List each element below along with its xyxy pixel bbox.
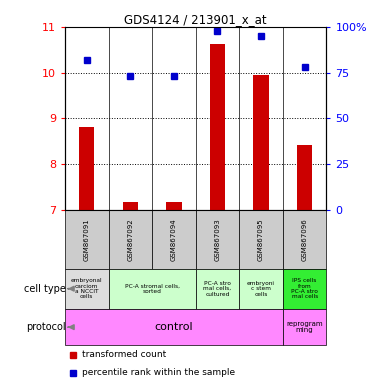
Bar [283,268,326,309]
Text: transformed count: transformed count [82,350,166,359]
Bar [297,145,312,210]
Text: cell type: cell type [24,284,66,294]
Text: GSM867094: GSM867094 [171,218,177,261]
Bar [283,210,326,268]
Text: IPS cells
from
PC-A stro
mal cells: IPS cells from PC-A stro mal cells [291,278,318,299]
Bar [152,210,196,268]
Bar [65,309,283,346]
Bar [239,210,283,268]
Bar [65,268,109,309]
Text: GSM867091: GSM867091 [84,218,90,261]
Bar [109,210,152,268]
Text: PC-A stro
mal cells,
cultured: PC-A stro mal cells, cultured [203,281,232,296]
Text: control: control [155,322,193,332]
Text: protocol: protocol [26,322,66,332]
Text: GSM867092: GSM867092 [127,218,133,261]
Text: GSM867093: GSM867093 [214,218,220,261]
Bar [196,268,239,309]
Title: GDS4124 / 213901_x_at: GDS4124 / 213901_x_at [124,13,267,26]
Text: PC-A stromal cells,
sorted: PC-A stromal cells, sorted [125,283,180,294]
Bar [283,309,326,346]
Bar [123,202,138,210]
Bar [196,210,239,268]
Text: GSM867095: GSM867095 [258,218,264,261]
Bar [65,210,109,268]
Text: embryonal
carciom
a NCCIT
cells: embryonal carciom a NCCIT cells [71,278,102,299]
Bar [210,44,225,210]
Bar [166,202,181,210]
Bar [79,127,94,210]
Bar [239,268,283,309]
Bar [109,268,196,309]
Text: reprogram
ming: reprogram ming [286,321,323,333]
Text: percentile rank within the sample: percentile rank within the sample [82,368,235,377]
Text: embryoni
c stem
cells: embryoni c stem cells [247,281,275,296]
Bar [253,75,269,210]
Text: GSM867096: GSM867096 [302,218,308,261]
